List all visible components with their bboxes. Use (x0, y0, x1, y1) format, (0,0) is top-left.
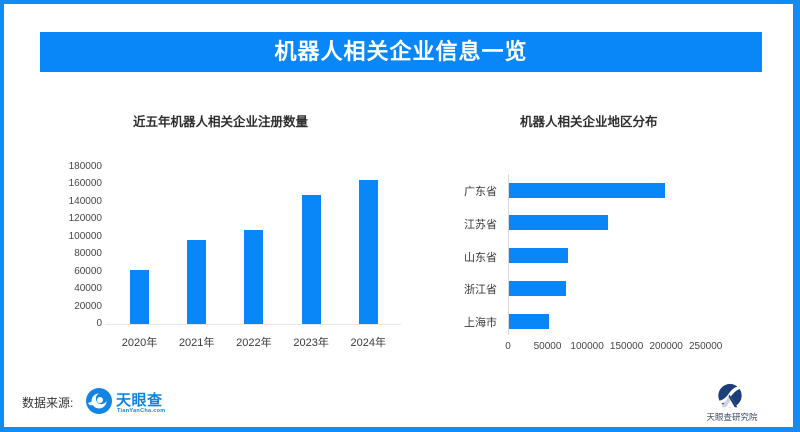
bar-广东省 (509, 182, 665, 198)
y-tick-label: 0 (96, 318, 102, 329)
y-category-label: 广东省 (464, 186, 497, 198)
y-category-label: 浙江省 (464, 284, 497, 297)
x-tick-label: 200000 (649, 341, 683, 352)
x-tick-label: 50000 (533, 341, 562, 352)
y-tick-label: 40000 (74, 283, 102, 295)
x-category-label: 2020年 (121, 337, 158, 349)
x-tick-label: 0 (505, 341, 511, 352)
data-source-label: 数据来源: (22, 396, 74, 410)
y-axis-line (508, 174, 509, 335)
y-tick-label: 160000 (68, 178, 102, 190)
x-category-label: 2021年 (178, 337, 215, 349)
x-tick-label: 250000 (689, 341, 723, 352)
bar-2024年 (358, 180, 378, 324)
bar-2020年 (130, 269, 149, 324)
institute-name: 天眼查研究院 (706, 412, 758, 422)
bar-浙江省 (509, 280, 566, 296)
y-tick-label: 140000 (68, 195, 102, 207)
x-axis-line (105, 324, 401, 325)
y-tick-label: 180000 (68, 161, 102, 172)
left-chart-title: 近五年机器人相关企业注册数量 (133, 115, 309, 129)
x-category-label: 2023年 (293, 337, 329, 349)
bar-山东省 (509, 248, 568, 264)
tianyancha-logo-subtext: TianYanCha.com (117, 408, 166, 414)
page-title: 机器人相关企业信息一览 (40, 32, 762, 72)
y-category-label: 江苏省 (464, 218, 497, 231)
bar-2023年 (301, 194, 321, 324)
bar-江苏省 (509, 215, 608, 231)
y-tick-label: 20000 (74, 300, 102, 312)
bar-2021年 (187, 240, 207, 324)
y-tick-label: 100000 (68, 230, 102, 242)
x-tick-label: 100000 (570, 341, 604, 352)
tianyancha-eye-icon (85, 387, 113, 415)
right-chart-title: 机器人相关企业地区分布 (520, 115, 658, 129)
y-category-label: 上海市 (464, 317, 497, 330)
x-category-label: 2022年 (236, 337, 272, 349)
tianyancha-logo-text: 天眼查 (116, 392, 163, 409)
y-tick-label: 120000 (68, 213, 102, 225)
y-tick-label: 80000 (74, 248, 102, 260)
x-tick-label: 150000 (609, 341, 644, 352)
y-category-label: 山东省 (464, 251, 497, 264)
x-category-label: 2024年 (350, 337, 387, 349)
y-tick-label: 60000 (74, 265, 102, 277)
bar-上海市 (509, 313, 550, 329)
bar-2022年 (244, 229, 264, 324)
tianyancha-institute-icon (716, 383, 744, 411)
